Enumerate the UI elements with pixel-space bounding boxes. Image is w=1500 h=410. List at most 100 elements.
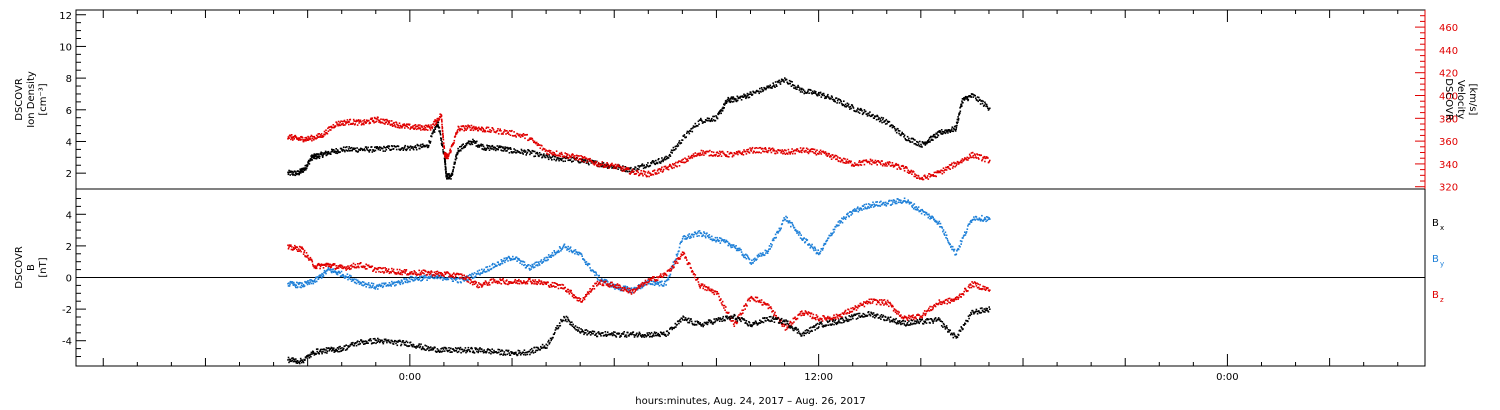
velocity-series-point	[599, 163, 601, 165]
ion-density-series-point	[722, 107, 725, 110]
ion-density-series-point	[857, 107, 859, 110]
ion-density-series-point	[839, 99, 841, 101]
bz-series-point	[532, 279, 534, 281]
bz-series-point	[690, 267, 692, 269]
bz-series-point	[638, 285, 640, 288]
bz-series-point	[672, 265, 674, 267]
ion-density-series-point	[669, 153, 671, 156]
velocity-series-point	[738, 150, 741, 153]
velocity-series-point	[818, 153, 820, 155]
velocity-series-point	[396, 123, 398, 126]
velocity-series-point	[474, 127, 476, 129]
velocity-series-point	[918, 177, 920, 179]
velocity-series-point	[401, 125, 404, 128]
velocity-series-point	[324, 133, 326, 136]
bz-series-point	[683, 251, 685, 254]
by-series-point	[903, 200, 905, 202]
velocity-series-point	[369, 122, 372, 124]
velocity-series-point	[451, 144, 453, 147]
ion-density-series-point	[481, 143, 484, 146]
bz-series-point	[336, 267, 339, 269]
ion-density-series-point	[924, 141, 926, 144]
ion-density-series-point	[363, 148, 366, 150]
velocity-series-point	[338, 123, 340, 125]
bz-series-point	[677, 257, 680, 259]
by-series-point	[687, 234, 689, 236]
by-series-point	[350, 280, 353, 282]
ion-density-series-point	[482, 148, 484, 151]
bz-series-point	[317, 262, 320, 265]
by-series-point	[949, 243, 951, 245]
velocity-series-point	[975, 156, 977, 158]
ion-density-series-point	[860, 108, 863, 111]
bz-series-point	[523, 280, 525, 282]
by-series-point	[558, 251, 560, 253]
bz-series-point	[557, 287, 560, 290]
bz-series-point	[704, 288, 706, 291]
ion-density-series-point	[745, 97, 747, 100]
bz-series-point	[474, 280, 476, 283]
ion-density-series-point	[956, 122, 958, 124]
ion-density-series-point	[487, 145, 489, 147]
ion-density-series-point	[543, 155, 546, 157]
ion-density-series-point	[441, 143, 444, 145]
velocity-series-point	[914, 175, 917, 178]
ion-density-series-point	[844, 103, 847, 106]
ion-density-series-point	[875, 118, 878, 121]
velocity-series-point	[511, 129, 513, 132]
ion-density-series-point	[878, 117, 880, 119]
by-series-point	[680, 241, 683, 243]
ion-density-series-point	[911, 141, 914, 143]
by-series-point	[784, 218, 787, 221]
by-series-point	[967, 225, 969, 227]
ion-density-series-point	[752, 90, 754, 93]
bz-series-point	[723, 304, 726, 307]
velocity-series-point	[476, 127, 479, 130]
ion-density-series-point	[427, 146, 430, 148]
by-series-point	[841, 221, 844, 224]
ion-density-series-point	[594, 160, 596, 162]
velocity-series-point	[720, 151, 722, 153]
velocity-series-point	[426, 126, 428, 128]
bz-series-point	[555, 286, 557, 288]
velocity-series-point	[703, 152, 706, 154]
velocity-series-point	[827, 154, 829, 157]
ion-density-series-point	[855, 110, 858, 113]
bz-series-point	[379, 267, 381, 269]
velocity-series-point	[891, 164, 893, 167]
ion-density-series-point	[728, 99, 731, 102]
velocity-series-point	[336, 123, 339, 126]
bz-series-point	[814, 317, 816, 319]
by-series-point	[623, 285, 625, 288]
velocity-series-point	[691, 157, 694, 159]
velocity-series-point	[701, 152, 704, 154]
ion-density-series-point	[350, 146, 353, 149]
by-series-point	[945, 236, 947, 239]
by-series-point	[410, 278, 413, 281]
bz-series-point	[717, 292, 720, 295]
by-series-point	[943, 234, 946, 236]
velocity-series-point	[674, 164, 677, 167]
ion-density-series-point	[472, 141, 475, 143]
ion-density-series-point	[786, 81, 788, 84]
velocity-series-point	[697, 154, 699, 156]
bz-series-point	[443, 271, 446, 274]
velocity-series-point	[965, 159, 968, 161]
bz-series-point	[310, 258, 313, 261]
bz-series-point	[741, 309, 743, 312]
velocity-series-point	[333, 126, 335, 129]
bz-series-point	[803, 314, 805, 316]
velocity-series-point	[654, 172, 656, 174]
ion-density-series-point	[848, 106, 850, 108]
ion-density-series-point	[433, 129, 435, 131]
bz-series-point	[652, 277, 655, 279]
velocity-series-point	[678, 160, 680, 162]
by-series-point	[764, 249, 767, 252]
ion-density-series-point	[744, 94, 747, 96]
by-series-point	[897, 198, 899, 200]
by-series-point	[816, 252, 819, 255]
by-series-point	[486, 266, 489, 268]
by-series-point	[973, 216, 975, 218]
bz-series-point	[553, 282, 555, 284]
by-series-point	[553, 250, 555, 252]
